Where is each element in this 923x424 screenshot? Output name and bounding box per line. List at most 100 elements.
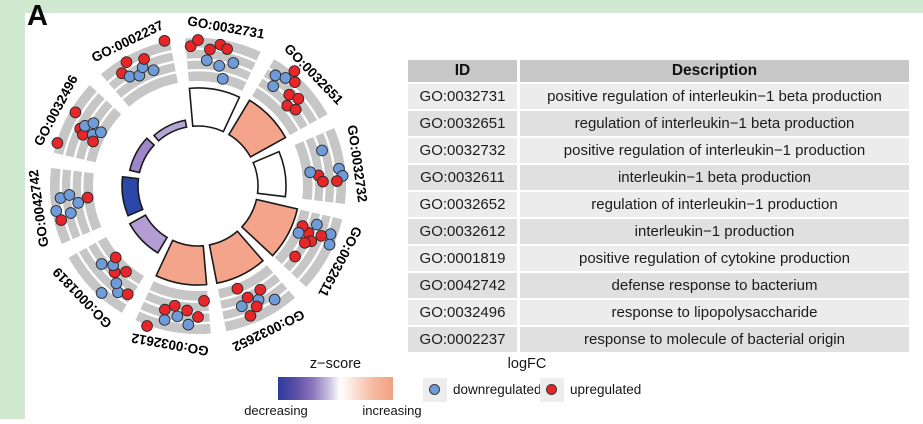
zscore-bar: [155, 239, 208, 286]
gene-logfc-dot: [235, 300, 248, 313]
table-cell-id: GO:0032651: [408, 111, 517, 136]
zscore-increasing-label: increasing: [362, 403, 422, 418]
table-cell-description: positive regulation of cytokine producti…: [520, 246, 909, 271]
gene-logfc-dot: [331, 175, 343, 188]
gene-logfc-dot: [269, 69, 282, 82]
logfc-legend-title: logFC: [507, 356, 547, 372]
zscore-bar: [208, 230, 265, 285]
gene-logfc-dot: [69, 106, 82, 119]
band-gridline: [59, 169, 73, 241]
gene-logfc-dot: [231, 282, 244, 295]
figure-frame-left: [0, 0, 25, 419]
gene-logfc-dot: [292, 227, 305, 239]
zscore-bar: [252, 150, 287, 198]
table-cell-id: GO:0032611: [408, 165, 517, 190]
gene-logfc-dot: [50, 205, 63, 217]
gene-logfc-dot: [317, 175, 329, 188]
table-cell-id: GO:0032652: [408, 192, 517, 217]
gene-logfc-dot: [95, 258, 108, 270]
gene-logfc-dot: [315, 229, 328, 242]
gene-logfc-dot: [192, 34, 204, 46]
figure-frame-top: [0, 0, 923, 13]
table-cell-id: GO:0032612: [408, 219, 517, 244]
table-cell-id: GO:0002237: [408, 327, 517, 352]
go-term-label: GO:0042742: [26, 169, 52, 248]
gene-logfc-dot: [311, 218, 323, 231]
gene-logfc-dot: [289, 103, 302, 116]
gene-logfc-dot: [87, 135, 99, 148]
zscore-bar: [128, 137, 156, 174]
gene-logfc-dot: [198, 294, 210, 307]
table-cell-id: GO:0001819: [408, 246, 517, 271]
band-gridline: [219, 272, 275, 301]
band-gridline: [63, 91, 99, 156]
gene-logfc-dot: [64, 207, 77, 219]
gene-logfc-dot: [81, 191, 94, 204]
gene-logfc-dot: [267, 80, 280, 93]
table-cell-description: positive regulation of interleukin−1 pro…: [520, 138, 909, 163]
gene-logfc-dot: [147, 64, 160, 77]
band-gridline: [121, 71, 177, 100]
gene-logfc-dot: [221, 43, 233, 55]
zscore-bar: [240, 198, 299, 257]
gene-logfc-dot: [204, 43, 216, 56]
zscore-gradient-bar: [278, 377, 393, 400]
go-term-label: GO:0032612: [130, 330, 209, 358]
zscore-legend-title: z−score: [309, 356, 362, 372]
gene-logfc-dot: [87, 117, 100, 130]
gene-logfc-dot: [216, 72, 229, 85]
table-cell-id: GO:0032496: [408, 300, 517, 325]
gene-logfc-dot: [51, 137, 64, 149]
gene-logfc-dot: [182, 318, 195, 331]
band-gridline: [257, 85, 301, 131]
gene-logfc-dot: [171, 310, 184, 323]
go-term-label: GO:0032732: [345, 124, 371, 203]
table-cell-description: defense response to bacterium: [520, 273, 909, 298]
gene-logfc-dot: [244, 309, 257, 322]
gene-logfc-dot: [141, 320, 153, 332]
gene-logfc-dot: [95, 126, 107, 139]
gene-logfc-dot: [289, 250, 301, 263]
go-circle-plot: GO:0032731GO:0032651GO:0032732GO:0032611…: [26, 13, 371, 358]
table-header-description: Description: [520, 60, 909, 82]
go-term-table: ID Description GO:0032731 positive regulati…: [408, 60, 909, 352]
upregulated-label: upregulated: [570, 382, 642, 397]
zscore-bar: [152, 119, 188, 142]
gene-logfc-dot: [241, 291, 254, 304]
gene-logfc-dot: [123, 70, 136, 83]
gene-logfc-dot: [250, 300, 263, 313]
gene-logfc-dot: [109, 251, 122, 264]
gene-logfc-dot: [292, 92, 305, 105]
table-cell-description: interleukin−1 production: [520, 219, 909, 244]
table-cell-description: regulation of interleukin−1 beta product…: [520, 111, 909, 136]
gene-logfc-dot: [159, 303, 171, 316]
gene-logfc-dot: [63, 189, 76, 201]
table-cell-description: regulation of interleukin−1 production: [520, 192, 909, 217]
zscore-bar: [227, 99, 287, 158]
gene-logfc-dot: [213, 59, 226, 72]
table-cell-description: interleukin−1 beta production: [520, 165, 909, 190]
panel-label: A: [27, 0, 48, 32]
table-header-id: ID: [408, 60, 517, 82]
table-cell-description: response to lipopolysaccharide: [520, 300, 909, 325]
gene-logfc-dot: [288, 76, 301, 89]
gene-logfc-dot: [254, 283, 267, 296]
gene-logfc-dot: [168, 299, 181, 312]
gene-logfc-dot: [323, 238, 336, 251]
downregulated-label: downregulated: [453, 382, 542, 397]
gene-logfc-dot: [158, 314, 171, 326]
band-gridline: [297, 216, 333, 281]
table-cell-description: response to molecule of bacterial origin: [520, 327, 909, 352]
table-cell-id: GO:0032731: [408, 84, 517, 109]
table-cell-description: positive regulation of interleukin−1 bet…: [520, 84, 909, 109]
gene-logfc-dot: [120, 56, 133, 69]
gene-logfc-dot: [121, 288, 134, 301]
gene-logfc-dot: [110, 277, 123, 290]
gene-logfc-dot: [200, 54, 213, 67]
gene-logfc-dot: [304, 166, 317, 179]
zscore-decreasing-label: decreasing: [244, 403, 308, 418]
zscore-bar: [188, 87, 241, 133]
gene-logfc-dot: [72, 196, 85, 209]
gene-logfc-dot: [192, 311, 204, 323]
gene-logfc-dot: [55, 214, 68, 226]
